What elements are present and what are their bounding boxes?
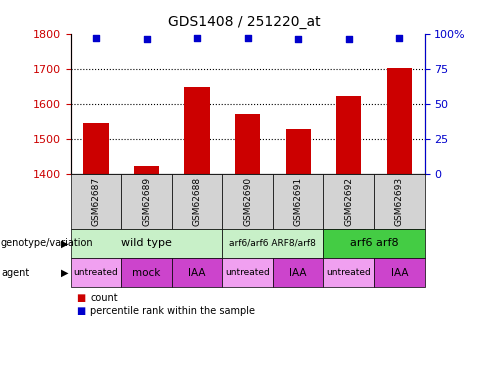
Text: ▶: ▶ [61, 238, 68, 248]
Bar [386, 68, 412, 174]
Text: untreated: untreated [326, 268, 371, 277]
Text: GSM62688: GSM62688 [193, 177, 202, 226]
Text: mock: mock [132, 268, 161, 278]
Text: IAA: IAA [390, 268, 408, 278]
Text: arf6/arf6 ARF8/arf8: arf6/arf6 ARF8/arf8 [229, 239, 316, 248]
Bar [336, 96, 362, 174]
Text: count: count [90, 293, 118, 303]
Text: genotype/variation: genotype/variation [1, 238, 94, 248]
Point [294, 36, 302, 42]
Text: agent: agent [1, 268, 29, 278]
Text: ▶: ▶ [61, 268, 68, 278]
Text: GSM62687: GSM62687 [92, 177, 101, 226]
Bar [235, 114, 260, 174]
Text: wild type: wild type [121, 238, 172, 248]
Point [142, 36, 150, 42]
Bar [134, 166, 159, 174]
Point [193, 35, 201, 41]
Text: GSM62689: GSM62689 [142, 177, 151, 226]
Text: percentile rank within the sample: percentile rank within the sample [90, 306, 255, 316]
Bar [184, 87, 210, 174]
Text: ■: ■ [76, 306, 85, 316]
Text: IAA: IAA [289, 268, 307, 278]
Text: GSM62692: GSM62692 [344, 177, 353, 226]
Text: IAA: IAA [188, 268, 206, 278]
Point [345, 36, 353, 42]
Bar [285, 129, 311, 174]
Point [395, 35, 403, 41]
Text: untreated: untreated [74, 268, 119, 277]
Point [92, 35, 100, 41]
Text: ■: ■ [76, 293, 85, 303]
Bar [83, 123, 109, 174]
Text: GSM62690: GSM62690 [243, 177, 252, 226]
Text: untreated: untreated [225, 268, 270, 277]
Text: GSM62691: GSM62691 [294, 177, 303, 226]
Point [244, 35, 252, 41]
Text: GDS1408 / 251220_at: GDS1408 / 251220_at [168, 15, 320, 29]
Text: GSM62693: GSM62693 [395, 177, 404, 226]
Text: arf6 arf8: arf6 arf8 [350, 238, 398, 248]
